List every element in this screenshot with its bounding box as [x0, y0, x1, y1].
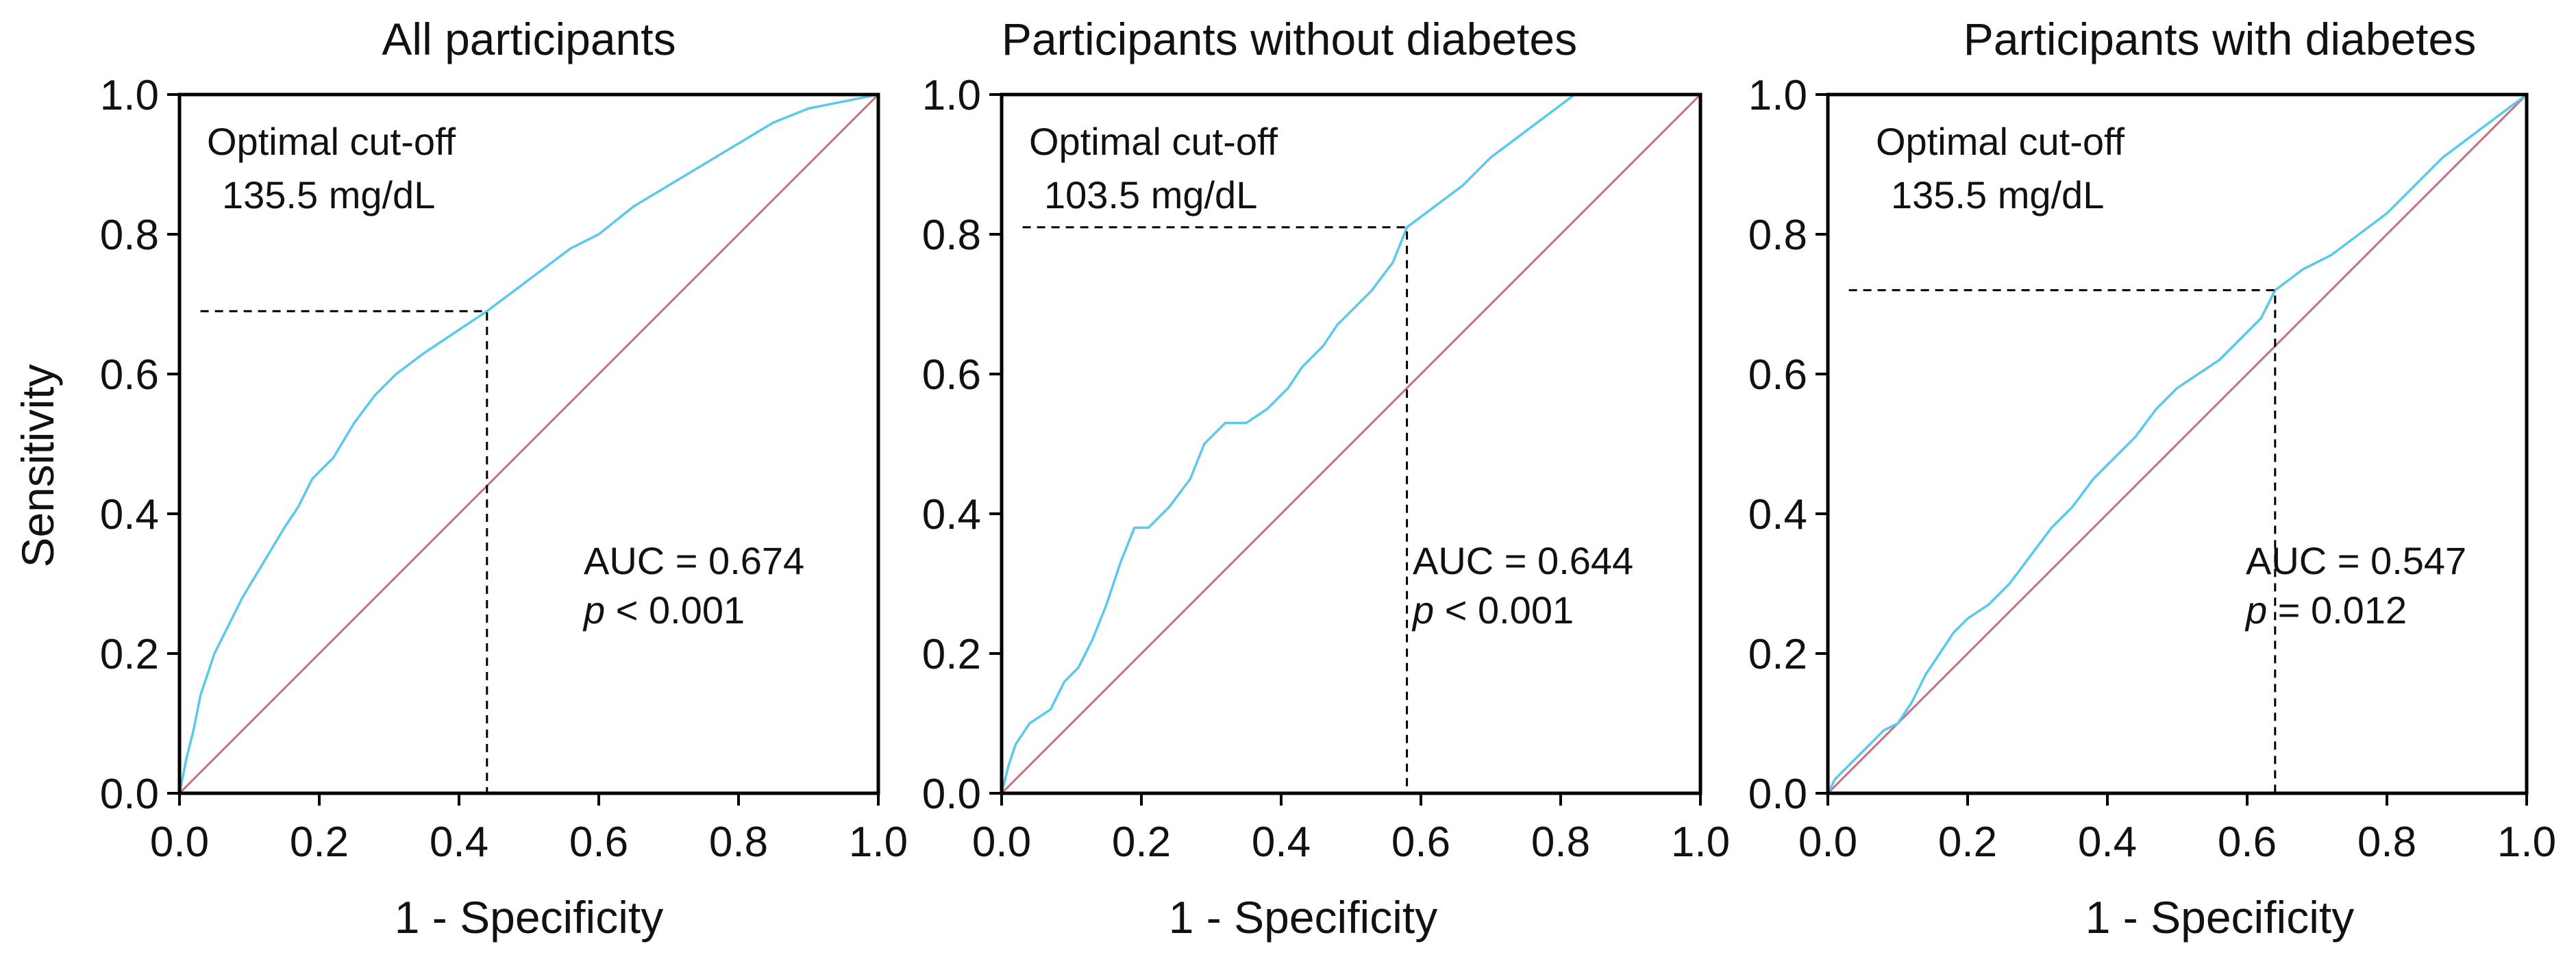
roc-curve	[1826, 93, 2528, 794]
auc-text: AUC = 0.674	[584, 539, 804, 582]
cutoff-value: 135.5 mg/dL	[1891, 173, 2104, 216]
p-value-text: p = 0.012	[2244, 588, 2407, 632]
panel-all-participants: All participants 0.0 0.2 0.4 0.6 0.8 1.00.00.…	[100, 14, 908, 943]
tick-marks: 0.0 0.2 0.4 0.6 0.8 1.0 0.0 0.2 0.4 0.6 0.8 1.0	[922, 72, 1730, 866]
auc-text: AUC = 0.644	[1413, 539, 1633, 582]
y-tick-label: 1.0	[100, 72, 159, 119]
x-tick-label: 0.4	[430, 819, 488, 866]
cutoff-label: Optimal cut-off	[1876, 120, 2125, 163]
y-tick-label: 0.8	[922, 212, 981, 259]
p-value-text: p < 0.001	[1411, 588, 1574, 632]
y-tick-label: 1.0	[922, 72, 981, 119]
x-tick-label: 1.0	[849, 819, 908, 866]
p-value-text: p < 0.001	[582, 588, 745, 632]
reference-line	[1000, 93, 1702, 795]
plot-frame	[1826, 92, 2529, 795]
x-tick-label: 0.4	[1252, 819, 1311, 866]
y-tick-label: 0.8	[100, 212, 159, 259]
y-tick-label: 0.4	[1748, 491, 1807, 538]
x-tick-label: 0.6	[2218, 819, 2277, 866]
panel-with-diabetes: Participants with diabetes 0.0 0.2 0.4 0.6 0…	[1748, 14, 2556, 943]
tick-marks: 0.0 0.2 0.4 0.6 0.8 1.0 0.0 0.2 0.4 0.6 0.8 1.0	[100, 72, 908, 866]
y-tick-label: 0.2	[100, 631, 159, 678]
p-value: < 0.001	[605, 588, 745, 632]
p-value: = 0.012	[2267, 588, 2407, 632]
y-tick-label: 0.4	[922, 491, 981, 538]
panel-1-plot: 0.0 0.2 0.4 0.6 0.8 1.0 0.0 0.2 0.4 0.6 0.8 1.0 Opt…	[100, 72, 908, 866]
x-tick-label: 1.0	[1671, 819, 1730, 866]
x-tick-label: 0.0	[1798, 819, 1857, 866]
panel-3-plot: 0.0 0.2 0.4 0.6 0.8 1.0 0.0 0.2 0.4 0.6 0.8 1.0 Opt…	[1748, 72, 2556, 866]
y-tick-label: 0.6	[922, 351, 981, 399]
panel-1-x-axis-label: 1 - Specificity	[395, 892, 663, 943]
p-symbol: p	[1411, 588, 1434, 632]
y-tick-label: 0.8	[1748, 212, 1807, 259]
panel-2-x-axis-label: 1 - Specificity	[1169, 892, 1437, 943]
p-symbol: p	[582, 588, 605, 632]
x-tick-label: 0.0	[972, 819, 1031, 866]
y-tick-label: 0.2	[1748, 631, 1807, 678]
x-tick-label: 0.2	[290, 819, 349, 866]
y-tick-label: 1.0	[1748, 72, 1807, 119]
p-symbol: p	[2244, 588, 2267, 632]
x-tick-label: 0.6	[569, 819, 628, 866]
x-tick-label: 0.2	[1938, 819, 1997, 866]
panel-without-diabetes: Participants without diabetes 0.0 0.2 0.4 0…	[922, 14, 1730, 943]
y-axis-label: Sensitivity	[12, 364, 63, 567]
auc-text: AUC = 0.547	[2246, 539, 2466, 582]
y-tick-label: 0.0	[100, 771, 159, 818]
reference-line	[1826, 93, 2528, 795]
x-tick-label: 0.6	[1391, 819, 1450, 866]
tick-marks: 0.0 0.2 0.4 0.6 0.8 1.0 0.0 0.2 0.4 0.6 0.8 1.0	[1748, 72, 2556, 866]
y-tick-label: 0.0	[922, 771, 981, 818]
y-tick-label: 0.0	[1748, 771, 1807, 818]
y-tick-label: 0.4	[100, 491, 159, 538]
cutoff-line	[200, 310, 488, 793]
cutoff-value: 135.5 mg/dL	[222, 173, 435, 216]
plot-frame	[177, 92, 880, 795]
plot-frame	[1000, 92, 1702, 795]
y-tick-label: 0.2	[922, 631, 981, 678]
cutoff-label: Optimal cut-off	[1029, 120, 1278, 163]
p-value: < 0.001	[1434, 588, 1574, 632]
x-tick-label: 0.4	[2078, 819, 2137, 866]
cutoff-value: 103.5 mg/dL	[1044, 173, 1257, 216]
cutoff-label: Optimal cut-off	[207, 120, 456, 163]
panel-1-title: All participants	[382, 14, 676, 64]
x-tick-label: 0.8	[1531, 819, 1590, 866]
x-tick-label: 1.0	[2497, 819, 2556, 866]
panel-2-title: Participants without diabetes	[1002, 14, 1577, 64]
reference-line	[178, 93, 880, 795]
roc-curve	[178, 93, 879, 794]
x-tick-label: 0.8	[709, 819, 768, 866]
x-tick-label: 0.8	[2357, 819, 2416, 866]
panel-2-plot: 0.0 0.2 0.4 0.6 0.8 1.0 0.0 0.2 0.4 0.6 0.8 1.0 Opt…	[922, 72, 1730, 866]
y-tick-label: 0.6	[100, 351, 159, 399]
x-tick-label: 0.0	[150, 819, 209, 866]
x-tick-label: 0.2	[1112, 819, 1171, 866]
panel-3-x-axis-label: 1 - Specificity	[2085, 892, 2354, 943]
roc-curve	[1000, 93, 1576, 794]
y-tick-label: 0.6	[1748, 351, 1807, 399]
panel-3-title: Participants with diabetes	[1964, 14, 2476, 64]
